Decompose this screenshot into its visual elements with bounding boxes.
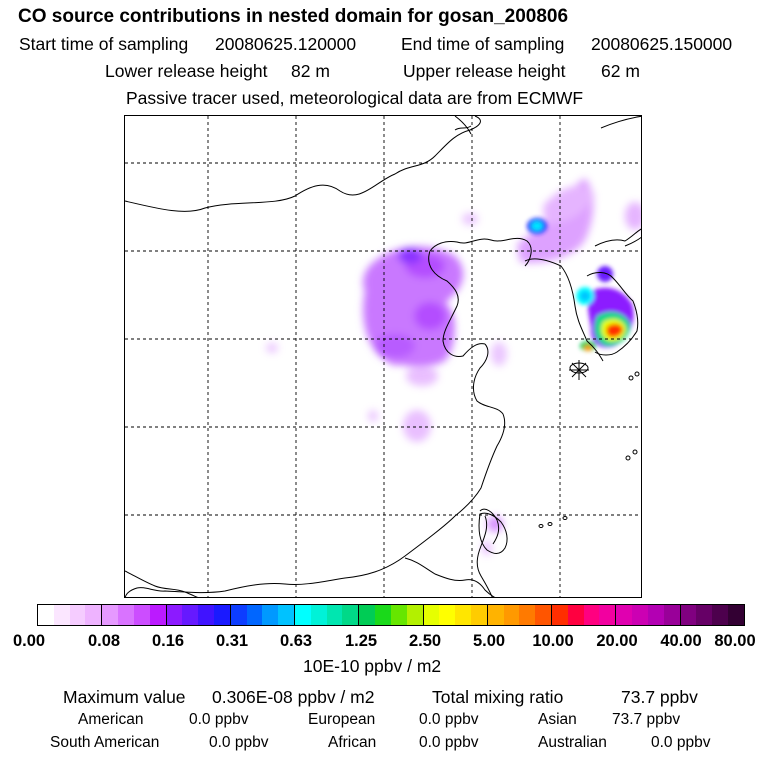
colorbar-swatch bbox=[567, 605, 584, 625]
end-time-value: 20080625.150000 bbox=[591, 34, 733, 54]
american-label: American bbox=[78, 711, 144, 728]
colorbar-swatch bbox=[632, 605, 648, 625]
colorbar-swatch bbox=[133, 605, 150, 625]
colorbar-swatch bbox=[616, 605, 633, 625]
colorbar-swatch bbox=[38, 605, 54, 625]
colorbar-swatch bbox=[503, 605, 520, 625]
lower-release-label: Lower release height bbox=[105, 61, 268, 81]
colorbar-swatch bbox=[342, 605, 360, 625]
colorbar-swatch bbox=[230, 605, 247, 625]
colorbar-tick: 80.00 bbox=[714, 632, 756, 650]
colorbar-swatch bbox=[423, 605, 440, 625]
colorbar-swatch bbox=[455, 605, 471, 625]
australian-value: 0.0 ppbv bbox=[651, 734, 711, 751]
colorbar-swatch bbox=[166, 605, 183, 625]
colorbar-tick: 10.00 bbox=[532, 632, 574, 650]
colorbar-swatch bbox=[535, 605, 552, 625]
colorbar-swatch bbox=[69, 605, 86, 625]
colorbar-swatch bbox=[182, 605, 199, 625]
american-value: 0.0 ppbv bbox=[189, 711, 249, 728]
asian-label: Asian bbox=[538, 711, 577, 728]
european-label: European bbox=[308, 711, 376, 728]
african-label: African bbox=[328, 734, 377, 751]
upper-release-label: Upper release height bbox=[403, 61, 566, 81]
colorbar-swatch bbox=[487, 605, 504, 625]
colorbar-swatch bbox=[278, 605, 295, 625]
colorbar-swatch bbox=[470, 605, 488, 625]
australian-label: Australian bbox=[538, 734, 607, 751]
colorbar-tick: 1.25 bbox=[344, 632, 378, 650]
map-title: CO source contributions in nested domain… bbox=[18, 6, 569, 27]
colorbar-tick: 5.00 bbox=[472, 632, 506, 650]
colorbar-swatch bbox=[390, 605, 407, 625]
colorbar-tick: 40.00 bbox=[660, 632, 702, 650]
colorbar-swatch bbox=[118, 605, 134, 625]
tracer-note: Passive tracer used, meteorological data… bbox=[126, 88, 584, 108]
start-time-value: 20080625.120000 bbox=[215, 34, 357, 54]
european-value: 0.0 ppbv bbox=[419, 711, 479, 728]
colorbar-tick: 0.00 bbox=[12, 632, 46, 650]
colorbar-tick: 0.63 bbox=[279, 632, 313, 650]
total-mixing-value: 73.7 ppbv bbox=[621, 687, 698, 707]
colorbar-swatch bbox=[519, 605, 536, 625]
receptor-marker bbox=[569, 360, 589, 380]
south-american-label: South American bbox=[50, 734, 160, 751]
max-value-label: Maximum value bbox=[63, 687, 186, 707]
colorbar-swatch bbox=[375, 605, 391, 625]
colorbar-swatch bbox=[663, 605, 681, 625]
max-value: 0.306E-08 ppbv / m2 bbox=[212, 687, 375, 707]
colorbar-swatch bbox=[696, 605, 713, 625]
coastline bbox=[125, 116, 641, 597]
lat-lon-grid bbox=[125, 116, 641, 597]
colorbar-swatch bbox=[310, 605, 327, 625]
map-panel bbox=[124, 115, 642, 598]
colorbar-swatch bbox=[583, 605, 600, 625]
concentration-field bbox=[266, 178, 641, 555]
color-scale-bar bbox=[37, 604, 745, 626]
colorbar-swatch bbox=[552, 605, 568, 625]
map-canvas bbox=[125, 116, 641, 597]
african-value: 0.0 ppbv bbox=[419, 734, 479, 751]
asian-value: 73.7 ppbv bbox=[612, 711, 681, 728]
colorbar-swatch bbox=[246, 605, 263, 625]
colorbar-tick: 0.31 bbox=[215, 632, 249, 650]
colorbar-unit: 10E-10 ppbv / m2 bbox=[303, 656, 442, 676]
south-american-value: 0.0 ppbv bbox=[209, 734, 269, 751]
total-mixing-label: Total mixing ratio bbox=[432, 687, 564, 707]
colorbar-swatch bbox=[599, 605, 617, 625]
colorbar-swatch bbox=[439, 605, 456, 625]
colorbar-swatch bbox=[359, 605, 376, 625]
colorbar-swatch bbox=[213, 605, 231, 625]
lower-release-value: 82 m bbox=[291, 61, 330, 81]
colorbar-swatch bbox=[326, 605, 343, 625]
colorbar-swatch bbox=[295, 605, 311, 625]
colorbar-tick: 2.50 bbox=[408, 632, 442, 650]
start-time-label: Start time of sampling bbox=[19, 34, 189, 54]
end-time-label: End time of sampling bbox=[401, 34, 565, 54]
colorbar-swatch bbox=[85, 605, 103, 625]
colorbar-tick: 0.16 bbox=[151, 632, 185, 650]
colorbar-tick: 0.08 bbox=[87, 632, 121, 650]
colorbar-tick: 20.00 bbox=[596, 632, 638, 650]
upper-release-value: 62 m bbox=[601, 61, 640, 81]
colorbar-swatch bbox=[102, 605, 119, 625]
colorbar-swatch bbox=[198, 605, 214, 625]
colorbar-swatch bbox=[727, 605, 744, 625]
colorbar-swatch bbox=[262, 605, 279, 625]
colorbar-swatch bbox=[647, 605, 664, 625]
colorbar-swatch bbox=[149, 605, 167, 625]
colorbar-swatch bbox=[53, 605, 70, 625]
colorbar-swatch bbox=[406, 605, 424, 625]
colorbar-swatch bbox=[712, 605, 728, 625]
colorbar-swatch bbox=[680, 605, 697, 625]
